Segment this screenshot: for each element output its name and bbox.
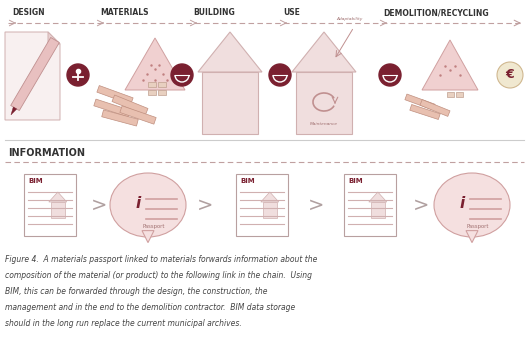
Text: >: > xyxy=(197,196,213,215)
Polygon shape xyxy=(125,38,185,90)
Polygon shape xyxy=(48,32,60,44)
Text: composition of the material (or product) to the following link in the chain.  Us: composition of the material (or product)… xyxy=(5,271,312,280)
Text: Adaptability: Adaptability xyxy=(336,17,362,21)
Text: >: > xyxy=(91,196,107,215)
Text: BUILDING: BUILDING xyxy=(193,8,235,17)
FancyBboxPatch shape xyxy=(158,82,166,87)
Polygon shape xyxy=(466,231,478,243)
FancyBboxPatch shape xyxy=(344,174,396,236)
Text: should in the long run replace the current municipal archives.: should in the long run replace the curre… xyxy=(5,319,242,328)
Polygon shape xyxy=(11,107,17,115)
Polygon shape xyxy=(49,192,67,202)
Text: BIM: BIM xyxy=(240,178,254,184)
Text: DESIGN: DESIGN xyxy=(12,8,44,17)
FancyBboxPatch shape xyxy=(456,92,463,97)
Polygon shape xyxy=(112,95,148,115)
FancyBboxPatch shape xyxy=(51,202,65,218)
FancyBboxPatch shape xyxy=(158,90,166,95)
Text: DEMOLITION/RECYCLING: DEMOLITION/RECYCLING xyxy=(383,8,489,17)
Ellipse shape xyxy=(110,173,186,237)
Circle shape xyxy=(379,64,401,86)
Text: INFORMATION: INFORMATION xyxy=(8,148,85,158)
Text: >: > xyxy=(308,196,324,215)
FancyBboxPatch shape xyxy=(236,174,288,236)
Polygon shape xyxy=(5,32,60,120)
Polygon shape xyxy=(369,192,387,202)
Polygon shape xyxy=(120,106,156,124)
Polygon shape xyxy=(422,40,478,90)
Text: MATERIALS: MATERIALS xyxy=(100,8,149,17)
FancyBboxPatch shape xyxy=(447,92,454,97)
Text: Maintenance: Maintenance xyxy=(310,122,338,126)
FancyBboxPatch shape xyxy=(148,82,156,87)
Polygon shape xyxy=(405,94,435,110)
Text: €: € xyxy=(506,68,514,81)
Text: Passport: Passport xyxy=(467,224,489,229)
FancyBboxPatch shape xyxy=(148,90,156,95)
Polygon shape xyxy=(292,32,356,72)
FancyBboxPatch shape xyxy=(24,174,76,236)
FancyBboxPatch shape xyxy=(371,202,385,218)
FancyBboxPatch shape xyxy=(263,202,277,218)
Text: USE: USE xyxy=(283,8,300,17)
Text: BIM: BIM xyxy=(348,178,362,184)
Text: Passport: Passport xyxy=(143,224,165,229)
Polygon shape xyxy=(97,85,133,104)
Polygon shape xyxy=(11,38,59,111)
Text: management and in the end to the demolition contractor.  BIM data storage: management and in the end to the demolit… xyxy=(5,303,295,312)
Text: i: i xyxy=(459,196,464,211)
Ellipse shape xyxy=(434,173,510,237)
Circle shape xyxy=(171,64,193,86)
FancyBboxPatch shape xyxy=(296,72,352,134)
Polygon shape xyxy=(410,104,440,119)
FancyBboxPatch shape xyxy=(202,72,258,134)
Text: BIM: BIM xyxy=(28,178,43,184)
Polygon shape xyxy=(142,231,154,243)
Polygon shape xyxy=(102,110,138,126)
Circle shape xyxy=(67,64,89,86)
Polygon shape xyxy=(198,32,262,72)
Text: >: > xyxy=(413,196,429,215)
Text: Figure 4.  A materials passport linked to materials forwards information about t: Figure 4. A materials passport linked to… xyxy=(5,255,317,264)
Polygon shape xyxy=(94,99,130,117)
Polygon shape xyxy=(420,100,450,116)
Circle shape xyxy=(497,62,523,88)
Circle shape xyxy=(269,64,291,86)
Text: i: i xyxy=(135,196,141,211)
Text: BIM, this can be forwarded through the design, the construction, the: BIM, this can be forwarded through the d… xyxy=(5,287,268,296)
Polygon shape xyxy=(261,192,279,202)
